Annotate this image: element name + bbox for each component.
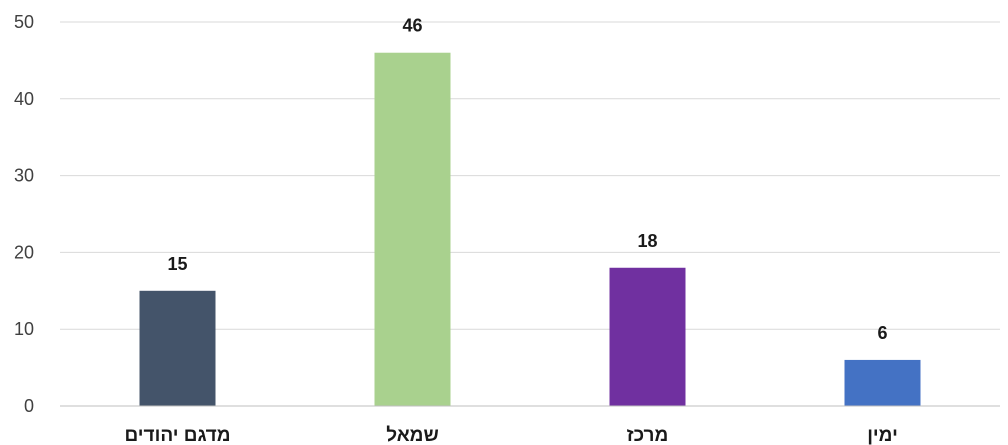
bar [374, 52, 451, 406]
y-tick-label: 0 [24, 396, 34, 416]
y-tick-label: 10 [14, 319, 34, 339]
bar [139, 290, 216, 406]
category-label: מרכז [627, 425, 669, 445]
x-axis-category-labels: מדגם יהודים שמאל מרכז ימין [125, 425, 898, 445]
data-labels: 15 46 18 6 [167, 16, 887, 343]
y-tick-label: 50 [14, 12, 34, 32]
category-label: מדגם יהודים [125, 425, 231, 445]
data-label: 15 [167, 254, 187, 274]
category-label: שמאל [386, 425, 439, 445]
bar [609, 267, 686, 406]
category-label: ימין [867, 425, 898, 445]
y-tick-label: 20 [14, 242, 34, 262]
data-label: 18 [637, 231, 657, 251]
data-label: 6 [877, 323, 887, 343]
y-axis-ticks: 0 10 20 30 40 50 [14, 12, 34, 416]
bar [844, 359, 921, 406]
y-tick-label: 40 [14, 89, 34, 109]
gridlines [60, 21, 1000, 330]
data-label: 46 [402, 16, 422, 36]
y-tick-label: 30 [14, 166, 34, 186]
bars [139, 52, 921, 406]
